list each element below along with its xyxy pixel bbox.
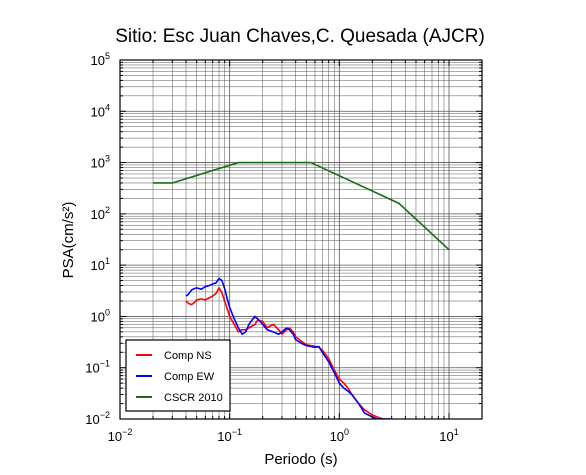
series-lines bbox=[153, 161, 450, 419]
y-tick-label: 104 bbox=[91, 102, 110, 119]
x-tick-label: 100 bbox=[330, 427, 349, 444]
legend: Comp NS Comp EW CSCR 2010 bbox=[125, 339, 231, 412]
y-tick-label: 10−2 bbox=[85, 410, 110, 427]
y-tick-label: 101 bbox=[91, 256, 110, 273]
y-tick-label: 103 bbox=[91, 154, 110, 171]
x-tick-labels: 10−2 10−1 100 101 bbox=[108, 427, 459, 444]
plot-area bbox=[119, 59, 483, 420]
series-line-cscr-2010 bbox=[153, 161, 450, 251]
series-line-comp-ns bbox=[185, 287, 392, 419]
plot-frame bbox=[119, 59, 483, 420]
tick-marks bbox=[119, 59, 483, 420]
y-tick-label: 10−1 bbox=[85, 359, 110, 376]
legend-label: Comp EW bbox=[164, 371, 215, 383]
x-tick-label: 10−2 bbox=[108, 427, 133, 444]
legend-label: CSCR 2010 bbox=[164, 392, 223, 404]
chart-title: Sitio: Esc Juan Chaves,C. Quesada (AJCR) bbox=[115, 26, 485, 47]
y-tick-label: 105 bbox=[91, 51, 110, 68]
x-axis-label: Periodo (s) bbox=[264, 451, 337, 468]
y-tick-labels: 10−2 10−1 100 101 102 103 104 105 bbox=[85, 51, 110, 427]
series-line-comp-ew bbox=[185, 277, 392, 419]
x-tick-label: 101 bbox=[439, 427, 458, 444]
y-tick-label: 100 bbox=[91, 307, 110, 324]
legend-label: Comp NS bbox=[164, 350, 212, 362]
y-tick-label: 102 bbox=[91, 205, 110, 222]
x-tick-label: 10−1 bbox=[217, 427, 242, 444]
y-axis-label: PSA(cm/s²) bbox=[60, 202, 77, 279]
